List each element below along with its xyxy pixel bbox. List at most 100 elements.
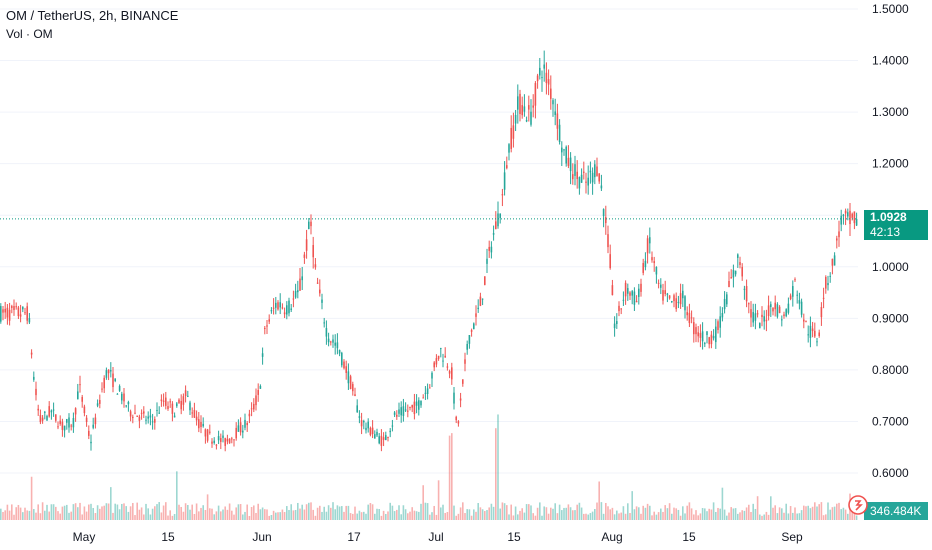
candle-body xyxy=(539,67,541,76)
candle-body xyxy=(415,401,418,406)
candle-body xyxy=(248,413,251,417)
volume-bar xyxy=(85,511,88,520)
volume-bar xyxy=(112,512,114,520)
volume-bar xyxy=(651,515,653,520)
volume-bar xyxy=(132,502,134,520)
volume-bar xyxy=(512,515,515,520)
candle-body xyxy=(752,312,754,323)
candle-body xyxy=(167,406,169,409)
volume-bar xyxy=(556,513,559,520)
candle-body xyxy=(402,406,405,416)
volume-bar xyxy=(154,506,156,520)
volume-bar xyxy=(246,504,248,520)
volume-bar xyxy=(468,509,471,520)
volume-bar xyxy=(114,503,116,520)
candle-body xyxy=(653,261,655,264)
candle-body xyxy=(690,317,693,319)
candle-body xyxy=(147,416,149,419)
candle-body xyxy=(294,290,297,298)
candle-body xyxy=(477,307,479,310)
volume-bar xyxy=(140,507,143,520)
candle-body xyxy=(552,100,554,105)
candle-body xyxy=(261,353,264,357)
volume-bar xyxy=(706,511,708,520)
volume-bar xyxy=(721,487,724,520)
volume-bar xyxy=(847,513,849,520)
volume-bar xyxy=(657,512,660,520)
candle-body xyxy=(796,294,798,296)
candle-body xyxy=(638,288,640,297)
time-axis[interactable]: May 15 Jun 17 Jul 15 Aug 15 Sep xyxy=(73,530,803,544)
volume-bar xyxy=(314,515,317,520)
candle-body xyxy=(63,425,66,431)
volume-bar xyxy=(107,503,110,520)
chart-legend: OM / TetherUS, 2h, BINANCE Vol · OM xyxy=(6,6,178,44)
candle-body xyxy=(312,245,314,258)
volume-bar xyxy=(684,513,686,520)
candle-body xyxy=(591,172,594,183)
candle-body xyxy=(420,400,422,406)
candle-body xyxy=(158,412,160,414)
volume-bar xyxy=(853,513,856,520)
candle-body xyxy=(682,290,684,299)
volume-bar xyxy=(158,502,160,520)
volume-bar xyxy=(316,507,319,520)
candle-body xyxy=(374,434,376,439)
candle-body xyxy=(231,438,233,440)
candle-body xyxy=(376,431,378,436)
candle-body xyxy=(794,279,796,281)
volume-bar xyxy=(123,503,125,520)
volume-label[interactable]: Vol · OM xyxy=(6,27,53,41)
candle-body xyxy=(6,307,9,318)
volume-bar xyxy=(479,507,482,520)
candle-body xyxy=(281,307,284,309)
volume-bar xyxy=(19,507,22,520)
candle-body xyxy=(30,352,33,355)
candle-body xyxy=(754,313,757,321)
candle-body xyxy=(11,306,13,308)
candle-body xyxy=(277,302,279,310)
price-tick-label: 0.7000 xyxy=(872,414,909,428)
candle-body xyxy=(789,295,792,299)
candle-body xyxy=(457,421,460,424)
candle-body xyxy=(853,211,856,224)
volume-bar xyxy=(525,504,528,520)
volume-bar xyxy=(822,515,825,520)
volume-bar xyxy=(785,503,787,520)
volume-bar xyxy=(737,513,739,520)
candle-body xyxy=(180,400,182,410)
volume-bar xyxy=(699,513,702,520)
candle-body xyxy=(761,314,763,318)
volume-bar xyxy=(677,509,680,520)
candle-body xyxy=(743,288,746,290)
symbol-title[interactable]: OM / TetherUS, 2h, BINANCE xyxy=(6,8,179,23)
candle-body xyxy=(154,419,156,423)
candle-body xyxy=(631,291,633,296)
tradingview-logo-icon[interactable] xyxy=(848,495,868,515)
volume-bar xyxy=(99,508,101,520)
volume-bar xyxy=(572,510,574,520)
volume-bar xyxy=(143,514,145,520)
candle-body xyxy=(393,412,396,415)
candle-body xyxy=(19,314,22,317)
candle-body xyxy=(418,400,420,410)
volume-bar xyxy=(356,513,358,520)
volume-bar xyxy=(574,510,576,520)
volume-bar xyxy=(613,514,616,520)
volume-bar xyxy=(325,511,328,520)
volume-bar xyxy=(444,512,446,520)
candle-body xyxy=(239,422,242,433)
volume-bar xyxy=(204,509,207,520)
candle-body xyxy=(94,417,97,425)
volume-bar xyxy=(46,504,48,520)
candle-body xyxy=(61,421,64,430)
volume-bar xyxy=(184,503,187,520)
candle-body xyxy=(4,308,6,313)
price-axis[interactable]: 1.50001.40001.30001.20001.10001.00000.90… xyxy=(872,2,909,480)
volume-bar xyxy=(631,491,633,520)
volume-bar xyxy=(66,504,68,520)
volume-bar xyxy=(765,511,768,520)
candle-body xyxy=(534,83,537,106)
candle-body xyxy=(596,166,598,176)
